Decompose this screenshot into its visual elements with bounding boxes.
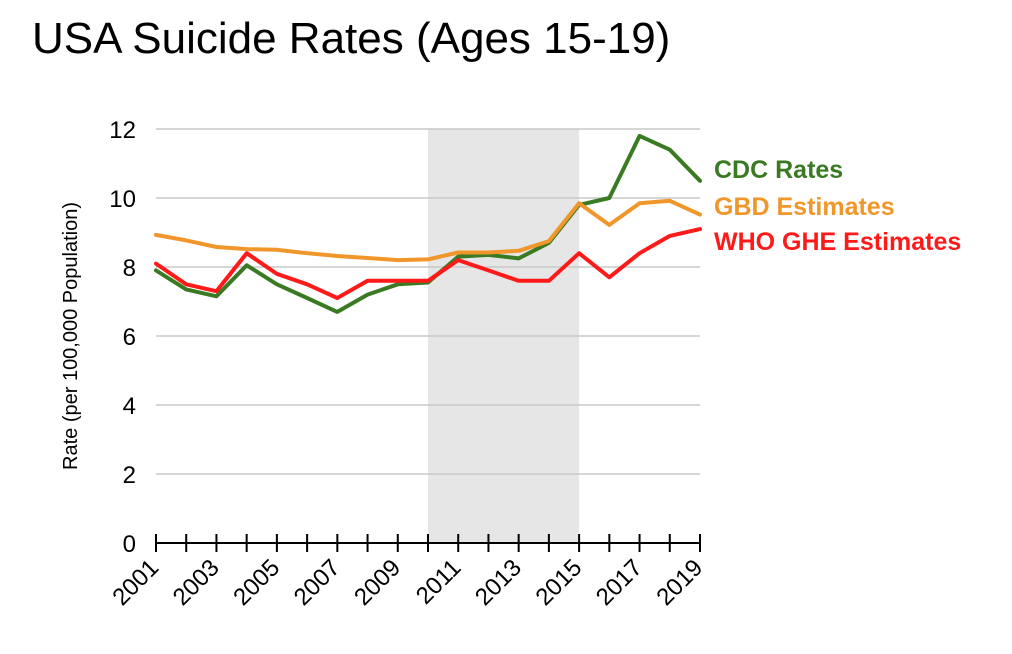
y-tick-labels: 0 2 4 6 8 10 12: [109, 117, 136, 558]
x-tick-label: 2007: [289, 554, 346, 611]
x-tick-label: 2019: [651, 554, 708, 611]
gridlines: [156, 128, 700, 475]
x-tick-label: 2009: [349, 554, 406, 611]
x-tick-label: 2011: [411, 554, 467, 610]
y-tick-label: 4: [123, 393, 136, 420]
legend-label: WHO GHE Estimates: [714, 228, 961, 256]
x-tick-labels: 2001 2003 2005 2007 2009 2011 2013 2015 2017 2019: [107, 554, 708, 611]
chart-title: USA Suicide Rates (Ages 15-19): [32, 14, 671, 63]
x-tick-label: 2005: [228, 554, 285, 611]
y-axis-label: Rate (per 100,000 Population): [60, 202, 82, 470]
y-tick-label: 10: [109, 186, 136, 213]
series-line-2: [154, 198, 702, 263]
legend: CDC Rates GBD Estimates WHO GHE Estimates: [714, 156, 961, 256]
series-lines: [154, 133, 702, 314]
y-tick-label: 2: [123, 462, 136, 489]
y-tick-label: 12: [109, 117, 136, 144]
x-tick-label: 2017: [591, 554, 648, 611]
y-tick-label: 6: [123, 324, 136, 351]
x-tick-label: 2015: [531, 554, 588, 611]
series-line-3: [154, 227, 702, 300]
x-axis: [155, 534, 701, 552]
x-tick-label: 2013: [470, 554, 527, 611]
legend-label: CDC Rates: [714, 156, 843, 184]
x-tick-label: 2003: [168, 554, 225, 611]
x-tick-label: 2001: [107, 554, 164, 611]
y-tick-label: 0: [123, 531, 136, 558]
legend-label: GBD Estimates: [714, 193, 895, 221]
y-tick-label: 8: [123, 255, 136, 282]
